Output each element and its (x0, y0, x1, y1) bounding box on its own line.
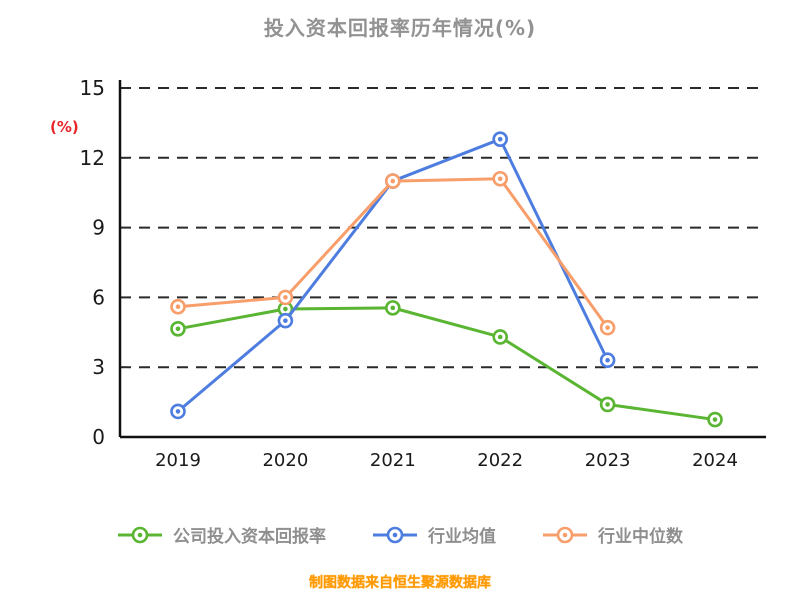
chart-title: 投入资本回报率历年情况(%) (263, 16, 537, 40)
legend-label-industry-median: 行业中位数 (598, 527, 683, 547)
svg-text:2019: 2019 (155, 450, 201, 471)
legend-item-industry-median[interactable]: 行业中位数 (542, 522, 683, 547)
legend-marker-company-roic (118, 526, 162, 543)
legend-marker-industry-median (543, 526, 587, 543)
svg-text:15: 15 (80, 76, 105, 100)
svg-text:3: 3 (92, 355, 105, 379)
svg-text:2024: 2024 (692, 450, 738, 471)
data-source-note: 制图数据来自恒生聚源数据库 (309, 575, 491, 591)
svg-text:2022: 2022 (477, 450, 523, 471)
svg-text:9: 9 (92, 216, 105, 240)
svg-text:2021: 2021 (370, 450, 416, 471)
svg-text:6: 6 (92, 285, 105, 309)
line-chart-plot-area: 0 3 6 9 12 15 2019 2020 2021 2022 2023 2024 (80, 76, 766, 471)
legend-marker-industry-mean (373, 526, 417, 543)
legend: 公司投入资本回报率 行业均值 行业中位数 (0, 522, 800, 547)
legend-item-industry-mean[interactable]: 行业均值 (372, 522, 496, 547)
svg-text:2023: 2023 (585, 450, 631, 471)
svg-text:12: 12 (80, 146, 105, 170)
legend-item-company-roic[interactable]: 公司投入资本回报率 (117, 522, 326, 547)
legend-label-industry-mean: 行业均值 (428, 527, 496, 547)
legend-label-company-roic: 公司投入资本回报率 (173, 527, 326, 547)
svg-text:2020: 2020 (262, 450, 308, 471)
svg-text:0: 0 (92, 425, 105, 449)
y-axis-unit-label: (%) (50, 118, 79, 136)
